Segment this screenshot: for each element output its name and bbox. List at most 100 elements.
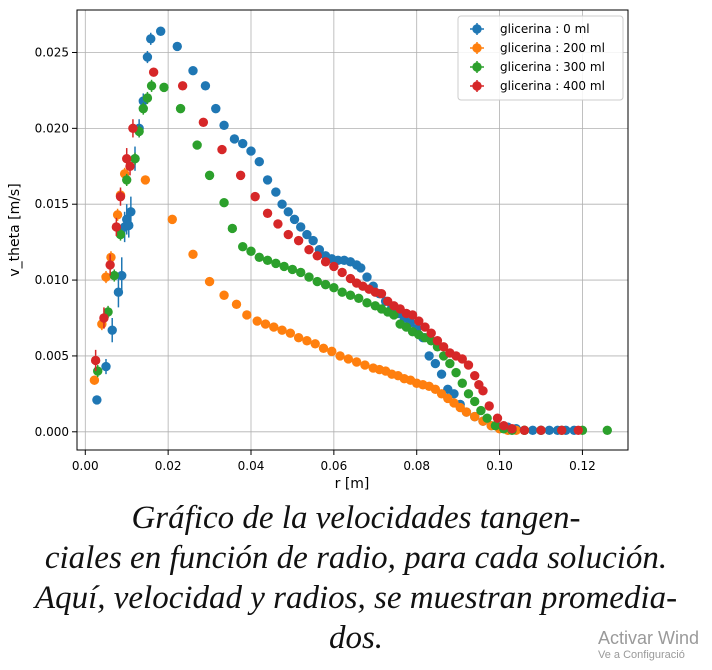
x-tick-label: 0.10 xyxy=(486,459,513,473)
data-point xyxy=(293,235,304,246)
data-point xyxy=(420,322,430,332)
data-point xyxy=(113,287,124,297)
data-point xyxy=(451,367,461,378)
data-point xyxy=(432,336,443,346)
legend-label: glicerina : 0 ml xyxy=(500,22,590,36)
legend-marker xyxy=(472,62,482,72)
data-point xyxy=(262,175,273,185)
data-point xyxy=(318,343,329,354)
data-point xyxy=(99,313,109,323)
y-tick-label: 0.005 xyxy=(35,349,69,363)
scatter-chart: 0.00 0.02 0.04 0.06 0.08 0.10 0.12 0.000 0.005 0.… xyxy=(7,9,629,492)
data-point xyxy=(146,81,157,91)
data-point xyxy=(242,310,252,320)
data-point xyxy=(490,421,501,431)
data-point xyxy=(155,26,166,36)
data-point xyxy=(112,210,123,220)
data-point xyxy=(414,316,424,326)
data-point xyxy=(172,41,182,52)
data-point xyxy=(238,241,248,252)
data-point xyxy=(148,67,159,77)
data-point xyxy=(327,346,337,357)
data-point xyxy=(463,360,474,370)
data-point xyxy=(260,319,271,329)
data-point xyxy=(262,255,273,266)
data-point xyxy=(360,360,370,370)
data-point xyxy=(217,144,227,155)
data-point xyxy=(138,103,148,114)
data-point xyxy=(115,229,126,240)
data-point xyxy=(177,81,188,91)
data-point xyxy=(101,361,111,372)
data-point xyxy=(204,276,215,287)
y-tick-label: 0.025 xyxy=(35,45,69,59)
data-point xyxy=(376,289,387,299)
y-tick-label: 0.020 xyxy=(35,121,69,135)
data-point xyxy=(436,369,447,379)
data-point xyxy=(219,290,229,300)
data-point xyxy=(124,220,134,231)
data-point xyxy=(235,170,246,181)
x-tick-label: 0.04 xyxy=(238,459,265,473)
legend-box xyxy=(457,15,624,101)
legend-marker xyxy=(472,24,482,34)
data-point xyxy=(362,272,372,282)
data-point xyxy=(200,81,211,91)
data-point xyxy=(92,395,102,405)
data-point xyxy=(285,328,296,338)
data-point xyxy=(106,252,116,263)
data-point xyxy=(146,34,156,44)
legend: glicerina : 0 ml glicerina : 200 ml glicer… xyxy=(457,15,624,101)
data-point xyxy=(304,272,314,282)
data-point xyxy=(89,375,100,385)
watermark-line-2: Ve a Configuració xyxy=(598,648,685,661)
data-point xyxy=(470,370,480,381)
data-point xyxy=(271,187,281,197)
watermark-line-1: Activar Wind xyxy=(598,628,700,648)
legend-marker xyxy=(472,43,482,53)
x-tick-label: 0.12 xyxy=(569,459,596,473)
data-point xyxy=(356,263,366,273)
data-point xyxy=(107,325,117,335)
data-point xyxy=(519,425,530,435)
data-point xyxy=(536,425,546,435)
data-point xyxy=(142,93,153,103)
data-point xyxy=(246,146,256,156)
data-point xyxy=(111,222,122,232)
data-point xyxy=(557,425,567,435)
data-point xyxy=(312,251,322,261)
data-point xyxy=(279,261,289,272)
data-point xyxy=(283,229,293,240)
data-point xyxy=(167,214,177,225)
x-tick-label: 0.08 xyxy=(403,459,430,473)
data-point xyxy=(573,425,583,435)
caption-line-2: ciales en función de radio, para cada so… xyxy=(44,540,668,576)
data-point xyxy=(544,425,554,435)
data-point xyxy=(159,82,169,93)
data-point xyxy=(320,279,331,290)
data-point xyxy=(289,214,300,225)
x-tick-label: 0.06 xyxy=(320,459,347,473)
data-point xyxy=(115,191,126,202)
data-point xyxy=(273,219,283,229)
data-point xyxy=(296,267,306,278)
data-point xyxy=(310,339,320,349)
data-point xyxy=(283,207,293,217)
data-point xyxy=(175,103,186,114)
data-point xyxy=(142,52,153,62)
figure-caption: Gráfico de la velocidades tangen- ciales… xyxy=(0,498,712,658)
data-point xyxy=(470,396,480,407)
data-point xyxy=(128,123,138,134)
data-point xyxy=(463,389,474,399)
data-point xyxy=(438,342,449,352)
caption-line-1: Gráfico de la velocidades tangen- xyxy=(131,500,581,536)
x-tick-label: 0.02 xyxy=(155,459,182,473)
caption-line-3: Aquí, velocidad y radios, se muestran pr… xyxy=(34,580,678,616)
data-point xyxy=(231,299,242,310)
data-point xyxy=(90,355,101,366)
data-point xyxy=(122,153,132,164)
data-point xyxy=(238,138,248,149)
data-point xyxy=(426,328,436,338)
data-point xyxy=(93,366,103,376)
legend-label: glicerina : 300 ml xyxy=(500,60,605,74)
